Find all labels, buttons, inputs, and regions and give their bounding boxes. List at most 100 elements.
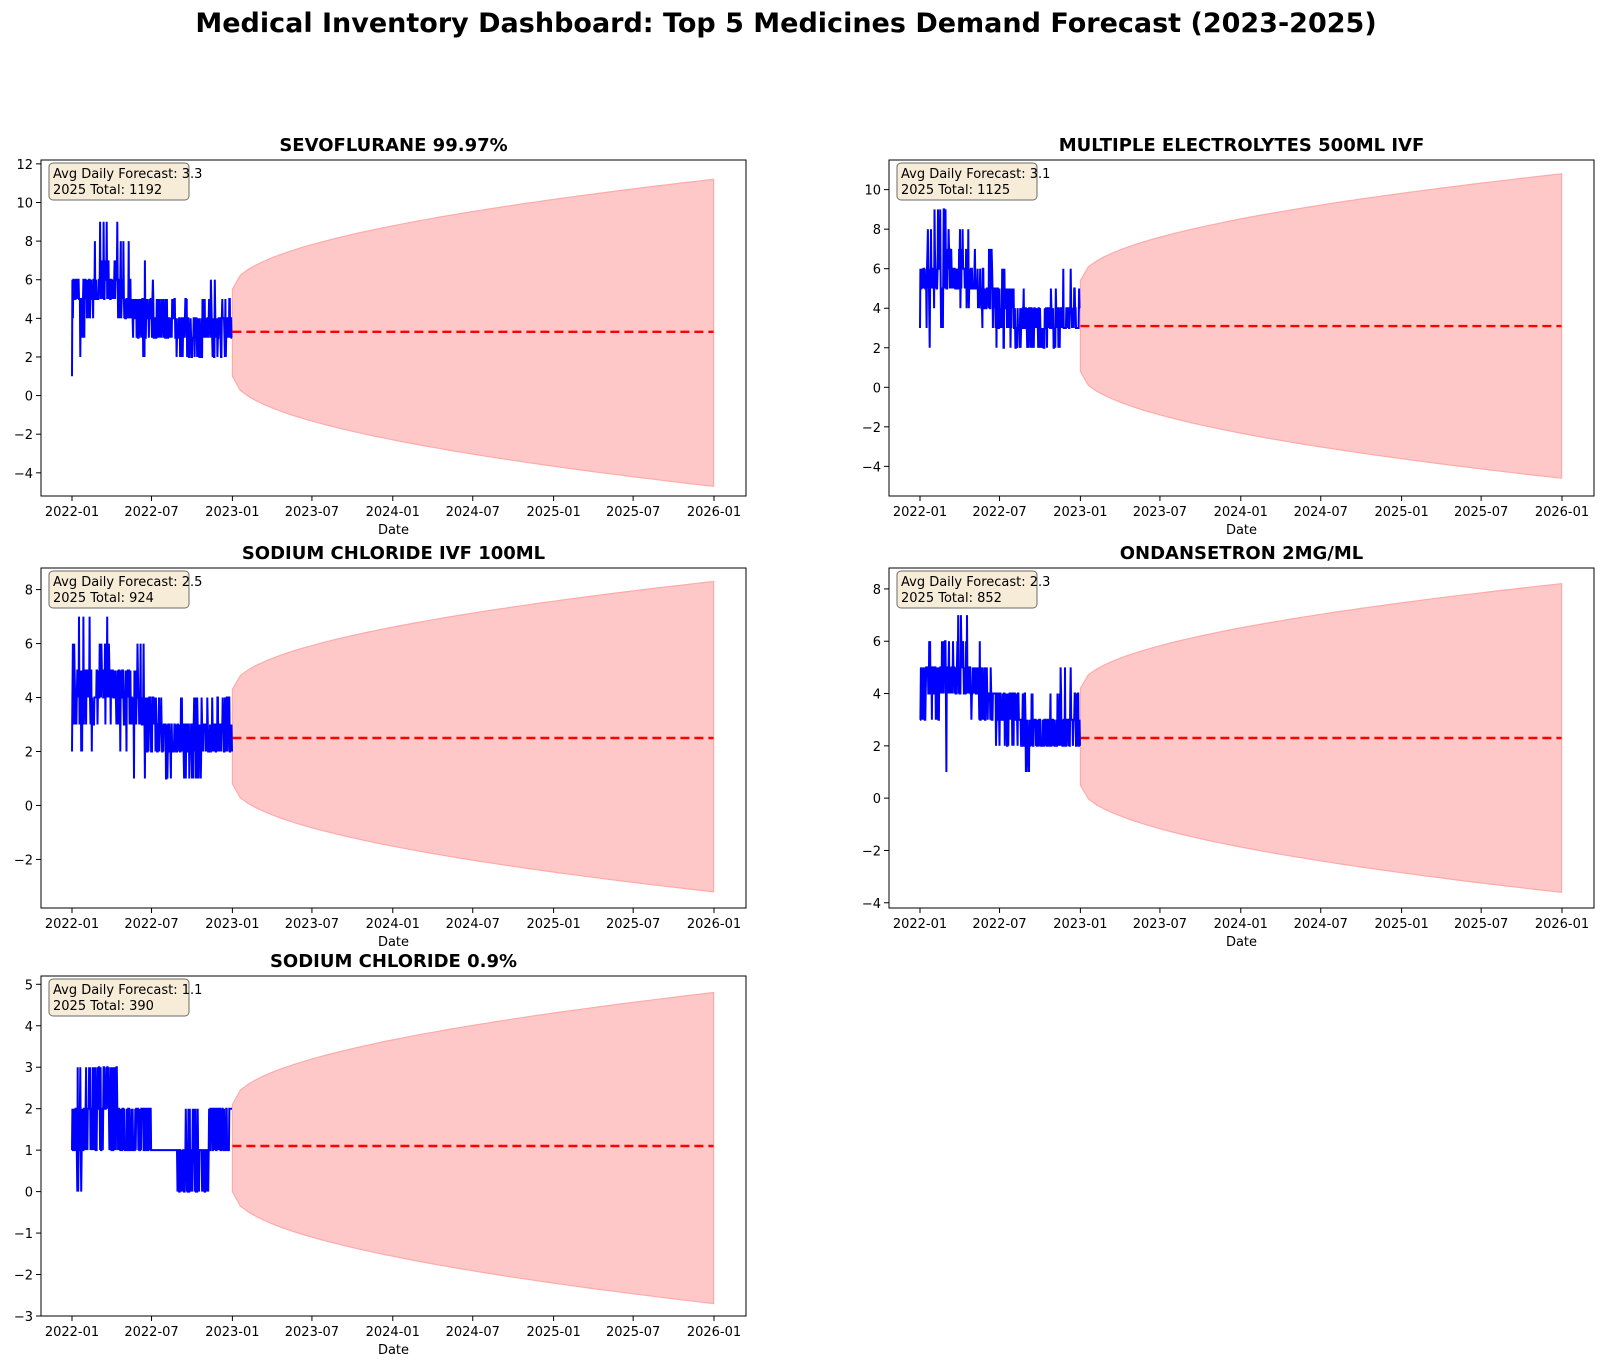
- x-tick-label: 2022-01: [893, 505, 947, 520]
- y-tick-label: 8: [25, 584, 33, 599]
- x-tick-label: 2024-07: [446, 1325, 500, 1340]
- y-tick-label: −4: [14, 467, 33, 482]
- y-tick-label: 5: [25, 978, 33, 993]
- x-axis-label: Date: [378, 523, 409, 538]
- chart-panel: 2022-01 2022-07 2023-01 2023-07 2024-01 2024-…: [862, 543, 1595, 950]
- y-tick-label: 0: [25, 390, 33, 405]
- x-tick-label: 2026-01: [1535, 505, 1589, 520]
- x-tick-label: 2023-01: [205, 917, 259, 932]
- annotation-text: Avg Daily Forecast: 1.1: [53, 983, 202, 998]
- x-tick-label: 2024-07: [446, 505, 500, 520]
- x-tick-label: 2025-07: [606, 917, 660, 932]
- y-tick-label: 10: [16, 196, 33, 211]
- y-tick-label: 6: [873, 263, 881, 278]
- history-line: [919, 208, 1081, 349]
- x-tick-label: 2026-01: [687, 505, 741, 520]
- y-tick-label: 4: [25, 692, 33, 707]
- y-tick-label: 2: [873, 342, 881, 357]
- annotation-background: [48, 978, 190, 1017]
- x-tick-label: 2023-07: [285, 1325, 339, 1340]
- x-tick-label: 2025-07: [606, 1325, 660, 1340]
- annotation-background: [48, 570, 190, 609]
- y-tick-label: −2: [14, 1269, 33, 1284]
- x-axis-label: Date: [1226, 935, 1257, 950]
- annotation-background: [48, 162, 190, 201]
- x-tick-label: 2023-07: [1133, 917, 1187, 932]
- y-tick-label: 3: [25, 1061, 33, 1076]
- chart-title: ONDANSETRON 2MG/ML: [1120, 543, 1364, 564]
- y-tick-label: 2: [25, 351, 33, 366]
- x-tick-label: 2023-01: [1053, 917, 1107, 932]
- y-tick-label: 6: [25, 274, 33, 289]
- y-tick-label: 0: [25, 1186, 33, 1201]
- x-tick-label: 2022-01: [45, 917, 99, 932]
- y-tick-label: 12: [16, 158, 33, 173]
- x-tick-label: 2024-01: [1214, 917, 1268, 932]
- annotation-background: [896, 570, 1038, 609]
- annotation-text: 2025 Total: 924: [53, 591, 154, 606]
- y-tick-label: 6: [25, 638, 33, 653]
- chart-panel: 2022-01 2022-07 2023-01 2023-07 2024-01 2024-…: [14, 951, 747, 1358]
- x-tick-label: 2023-07: [1133, 505, 1187, 520]
- x-tick-label: 2024-07: [1294, 505, 1348, 520]
- x-tick-label: 2025-01: [1374, 917, 1428, 932]
- plot-frame: [888, 159, 1595, 497]
- plot-frame: [40, 975, 747, 1317]
- x-tick-label: 2025-01: [526, 1325, 580, 1340]
- x-tick-label: 2025-07: [606, 505, 660, 520]
- y-tick-label: 2: [25, 1103, 33, 1118]
- y-tick-label: 10: [864, 184, 881, 199]
- x-tick-label: 2022-07: [124, 505, 178, 520]
- x-tick-label: 2022-01: [45, 505, 99, 520]
- y-tick-label: 2: [873, 740, 881, 755]
- x-tick-label: 2022-07: [124, 1325, 178, 1340]
- y-tick-label: −2: [862, 844, 881, 859]
- y-tick-label: 8: [873, 583, 881, 598]
- confidence-band: [231, 580, 715, 893]
- y-tick-label: 0: [873, 792, 881, 807]
- chart-title: SODIUM CHLORIDE IVF 100ML: [242, 543, 545, 564]
- x-tick-label: 2023-07: [285, 505, 339, 520]
- chart-title: MULTIPLE ELECTROLYTES 500ML IVF: [1059, 135, 1425, 156]
- y-tick-label: −4: [862, 897, 881, 912]
- x-tick-label: 2023-01: [1053, 505, 1107, 520]
- x-axis-label: Date: [378, 935, 409, 950]
- annotation-text: 2025 Total: 1125: [901, 183, 1010, 198]
- x-tick-label: 2026-01: [687, 917, 741, 932]
- y-tick-label: 4: [25, 312, 33, 327]
- x-axis-label: Date: [378, 1343, 409, 1358]
- chart-title: SEVOFLURANE 99.97%: [279, 135, 507, 156]
- chart-panel: 2022-01 2022-07 2023-01 2023-07 2024-01 2024-…: [14, 543, 747, 950]
- figure-title: Medical Inventory Dashboard: Top 5 Medic…: [195, 8, 1376, 39]
- x-tick-label: 2024-01: [1214, 505, 1268, 520]
- history-line: [919, 615, 1081, 773]
- y-tick-label: −2: [862, 421, 881, 436]
- y-tick-label: 1: [25, 1144, 33, 1159]
- x-tick-label: 2022-07: [124, 917, 178, 932]
- y-tick-label: 8: [873, 223, 881, 238]
- annotation-text: 2025 Total: 852: [901, 591, 1002, 606]
- chart-panel: 2022-01 2022-07 2023-01 2023-07 2024-01 2024-…: [14, 135, 747, 538]
- confidence-band: [231, 991, 715, 1305]
- y-tick-label: 4: [873, 302, 881, 317]
- y-tick-label: −3: [14, 1310, 33, 1325]
- x-tick-label: 2022-01: [893, 917, 947, 932]
- y-tick-label: 4: [873, 688, 881, 703]
- x-tick-label: 2025-01: [1374, 505, 1428, 520]
- x-tick-label: 2022-01: [45, 1325, 99, 1340]
- y-tick-label: 0: [25, 799, 33, 814]
- history-line: [71, 616, 233, 780]
- y-tick-label: −4: [862, 460, 881, 475]
- annotation-text: Avg Daily Forecast: 3.1: [901, 167, 1050, 182]
- annotation-text: 2025 Total: 390: [53, 999, 154, 1014]
- plot-frame: [40, 567, 747, 909]
- y-tick-label: 4: [25, 1020, 33, 1035]
- chart-panel: 2022-01 2022-07 2023-01 2023-07 2024-01 2024-…: [862, 135, 1595, 538]
- annotation-text: Avg Daily Forecast: 2.3: [901, 575, 1050, 590]
- x-tick-label: 2023-01: [205, 505, 259, 520]
